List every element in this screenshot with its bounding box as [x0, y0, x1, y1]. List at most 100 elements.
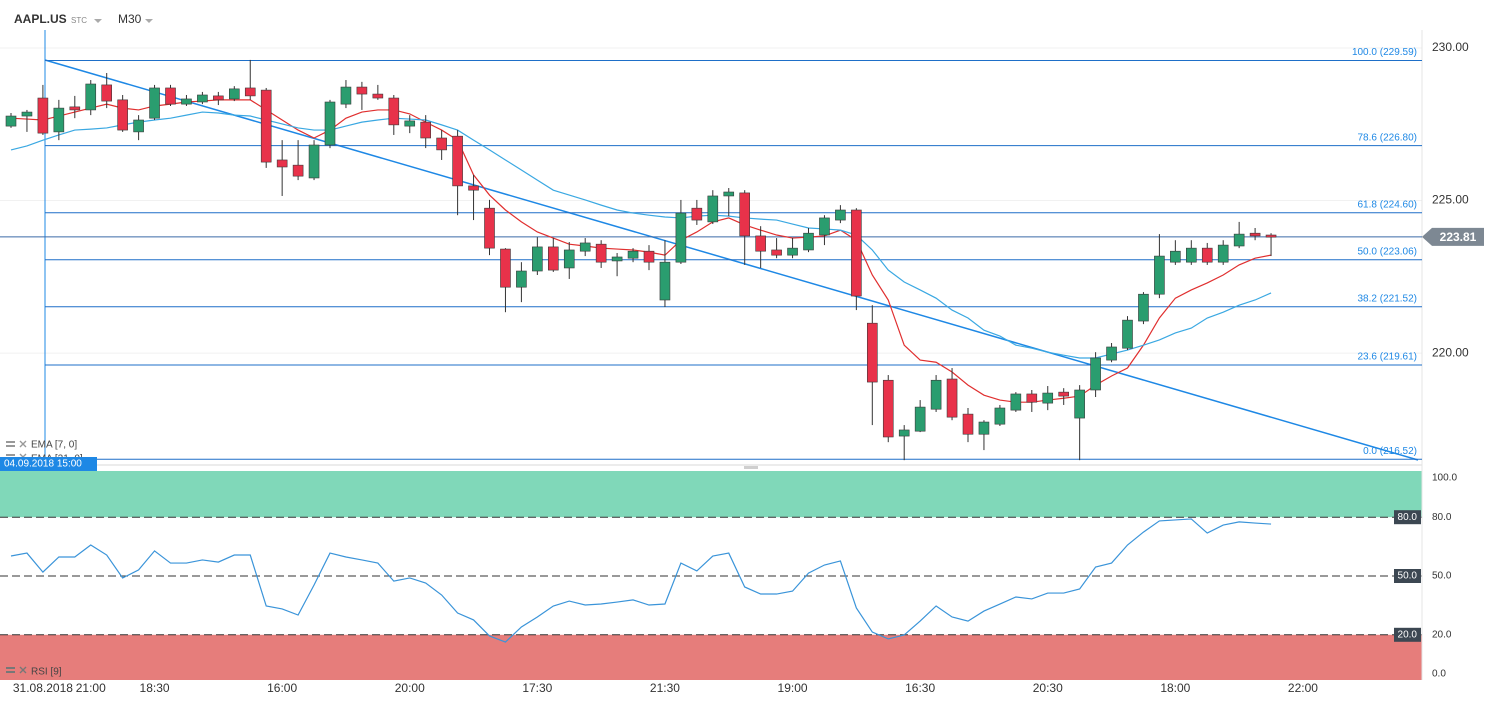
candle-body	[276, 159, 288, 168]
legend-remove[interactable]	[19, 440, 27, 448]
candle-body	[994, 407, 1006, 425]
legend-icon[interactable]	[6, 441, 15, 443]
candle-body	[404, 120, 416, 127]
candle-body	[197, 94, 208, 103]
axis-labels: 230.00 225.00 220.00 100.0 (229.59) 78.6 (22…	[13, 40, 1484, 695]
candle-body	[627, 250, 639, 259]
x-tick-label: 19:00	[778, 681, 808, 695]
candle-body	[308, 144, 320, 179]
candle-body	[1058, 391, 1069, 397]
candle-body	[244, 87, 256, 97]
candle-body	[946, 378, 958, 418]
candle-body	[1170, 250, 1181, 263]
candle-body	[1090, 357, 1101, 391]
candle-body	[866, 322, 878, 383]
candle-body	[1186, 247, 1197, 263]
x-tick-label: 21:30	[650, 681, 680, 695]
candle-body	[101, 84, 112, 102]
y-tick-label: 230.00	[1432, 40, 1469, 54]
candle-body	[468, 185, 479, 191]
header: AAPL.US STC M30	[14, 12, 153, 26]
level-box	[1394, 627, 1421, 642]
fib-label: 23.6 (219.61)	[1358, 352, 1418, 363]
candle-body	[803, 232, 814, 251]
indicator-line	[10, 518, 1272, 643]
y-tick-label: 20.0	[1432, 629, 1452, 640]
fib-label: 100.0 (229.59)	[1352, 47, 1417, 58]
candle-body	[388, 97, 400, 126]
candle-body	[563, 249, 575, 269]
candle-body	[882, 379, 894, 438]
candle-body	[1217, 244, 1229, 263]
crosshair-box	[0, 457, 97, 471]
candle-body	[436, 137, 447, 151]
rsi-legend: RSI [9]	[31, 667, 62, 678]
x-tick-label: 20:30	[1033, 681, 1063, 695]
legend-icon[interactable]	[6, 445, 15, 447]
candle-body	[133, 119, 144, 133]
candle-body	[149, 87, 160, 119]
candle-body	[1138, 293, 1149, 322]
level-label: 50.0	[1398, 571, 1418, 582]
candle-body	[452, 135, 463, 187]
x-tick-label: 18:30	[140, 681, 170, 695]
symbol-caret[interactable]	[94, 19, 102, 23]
candle-body	[1122, 319, 1133, 349]
candle-body	[835, 209, 846, 221]
candle-body	[1154, 255, 1165, 295]
candle-body	[21, 111, 33, 117]
legend-icon[interactable]	[6, 671, 15, 673]
candle-body	[1233, 233, 1245, 247]
overbought-zone	[0, 471, 1422, 518]
candle-body	[181, 98, 192, 105]
candle-body	[1249, 232, 1261, 237]
candle-body	[787, 247, 798, 256]
candle-body	[547, 246, 559, 271]
candle-body	[229, 88, 240, 100]
last-price-tag	[1422, 227, 1484, 246]
candle-body	[213, 95, 224, 101]
candle-body	[372, 93, 384, 99]
crosshair-text: 04.09.2018 15:00	[4, 459, 82, 470]
x-tick-label: 31.08.2018	[13, 681, 73, 695]
legend-icon[interactable]	[6, 454, 15, 456]
candle-body	[914, 406, 926, 432]
fib-label: 61.8 (224.60)	[1358, 199, 1418, 210]
rsi-zones	[0, 471, 1422, 680]
x-tick-label: 21:00	[76, 681, 106, 695]
y-tick-label: 50.0	[1432, 571, 1452, 582]
interval-caret[interactable]	[145, 19, 153, 23]
candle-body	[420, 121, 432, 139]
candle-body	[5, 115, 17, 127]
candle-body	[69, 106, 81, 111]
candle-body	[356, 86, 368, 95]
candle-body	[1042, 392, 1054, 404]
y-tick-label: 220.00	[1432, 345, 1469, 359]
y-tick-label: 225.00	[1432, 193, 1469, 207]
candle-body	[691, 207, 703, 221]
candle-body	[643, 250, 655, 263]
candle-body	[37, 97, 49, 134]
candle-body	[117, 99, 128, 131]
symbol[interactable]: AAPL.US	[14, 12, 67, 26]
pane-resize-handle[interactable]	[744, 466, 758, 469]
indicator-line	[10, 111, 1272, 359]
candle-body	[898, 429, 910, 437]
candle-body	[484, 207, 495, 249]
legend-icon[interactable]	[6, 667, 15, 669]
ema-legend: EMA [7, 0]	[31, 440, 77, 451]
level-box	[1394, 568, 1421, 583]
level-label: 80.0	[1398, 512, 1418, 523]
candle-body	[595, 243, 607, 263]
legend-remove[interactable]	[19, 666, 27, 674]
candle-body	[1074, 389, 1085, 419]
interval[interactable]: M30	[118, 12, 142, 26]
candle-body	[978, 421, 990, 435]
oversold-zone	[0, 634, 1422, 680]
candle-body	[340, 86, 352, 105]
candle-body	[1010, 393, 1022, 411]
candle-body	[1265, 234, 1277, 238]
last-price-label: 223.81	[1440, 230, 1477, 244]
